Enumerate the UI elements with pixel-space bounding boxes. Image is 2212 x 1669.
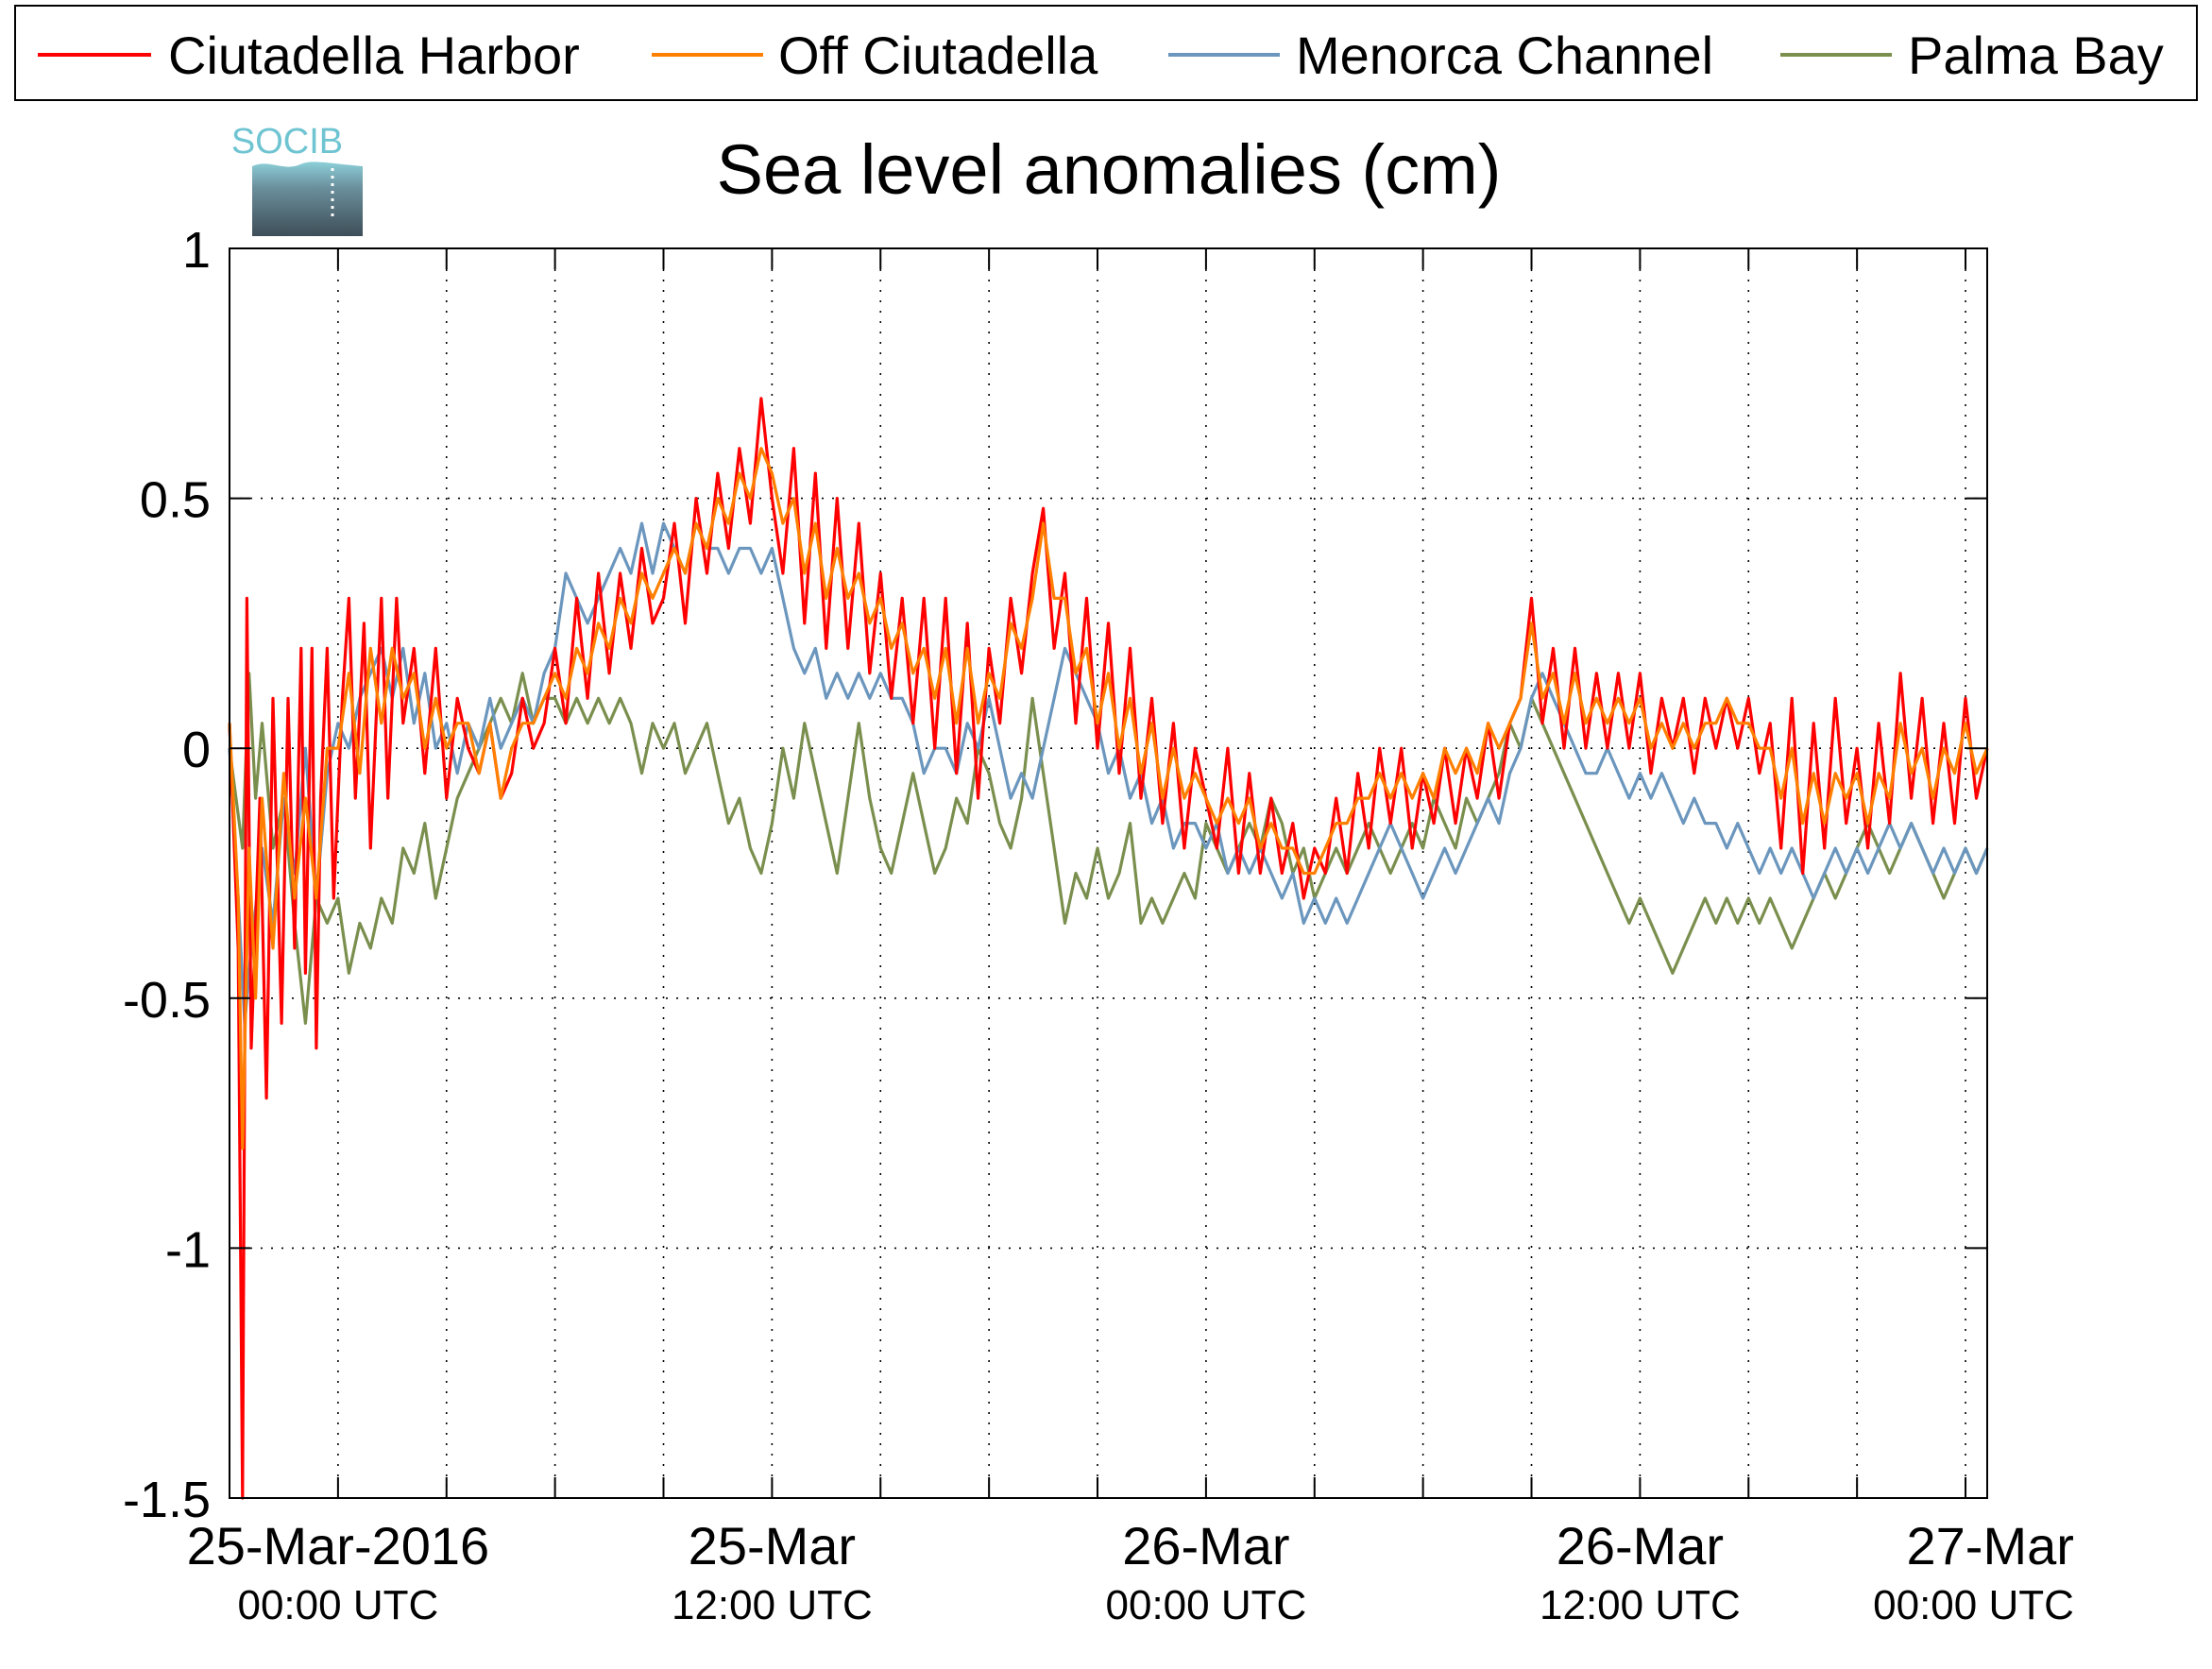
legend: Ciutadella Harbor Off Ciutadella Menorca… <box>14 5 2198 101</box>
x-tick-label-time: 12:00 UTC <box>672 1582 873 1628</box>
y-tick-label: 0.5 <box>140 472 211 529</box>
y-tick-label: -1 <box>165 1221 211 1278</box>
y-tick-label: -1.5 <box>123 1472 211 1528</box>
y-tick-label: -0.5 <box>123 972 211 1029</box>
x-tick-label-date: 26-Mar <box>1557 1516 1724 1575</box>
x-tick-label-date: 27-Mar <box>1907 1516 2074 1575</box>
series-line-palma-bay <box>228 672 1989 1025</box>
x-tick-label-date: 25-Mar-2016 <box>187 1516 490 1575</box>
socib-logo-mark <box>252 162 363 236</box>
y-tick-label: 0 <box>182 722 211 778</box>
y-tick-labels: 1 0.5 0 -0.5 -1 -1.5 <box>123 222 211 1528</box>
series-line-ciutadella-harbor <box>228 397 1989 1500</box>
legend-label-off-ciutadella: Off Ciutadella <box>778 26 1098 85</box>
series-line-off-ciutadella <box>228 447 1989 1150</box>
legend-label-menorca-channel: Menorca Channel <box>1296 26 1713 85</box>
grid <box>230 248 1987 1498</box>
series-layer <box>228 397 1989 1500</box>
x-tick-label-time: 00:00 UTC <box>237 1582 438 1628</box>
socib-logo-text: SOCIB <box>231 122 343 162</box>
series-line-menorca-channel <box>228 521 1989 1025</box>
x-tick-label-time: 00:00 UTC <box>1873 1582 2074 1628</box>
x-tick-label-date: 26-Mar <box>1122 1516 1289 1575</box>
x-tick-labels: 25-Mar-2016 00:00 UTC 25-Mar 12:00 UTC 26-Ma… <box>187 1516 2074 1628</box>
x-tick-label-time: 00:00 UTC <box>1106 1582 1307 1628</box>
chart-title: Sea level anomalies (cm) <box>717 130 1502 209</box>
x-tick-label-time: 12:00 UTC <box>1540 1582 1741 1628</box>
socib-logo: SOCIB <box>231 122 363 236</box>
x-tick-label-date: 25-Mar <box>689 1516 856 1575</box>
ticks <box>230 247 1987 1499</box>
plot-frame <box>229 247 1988 1499</box>
y-tick-label: 1 <box>182 222 211 279</box>
legend-label-ciutadella-harbor: Ciutadella Harbor <box>168 26 580 85</box>
legend-label-palma-bay: Palma Bay <box>1908 26 2164 85</box>
